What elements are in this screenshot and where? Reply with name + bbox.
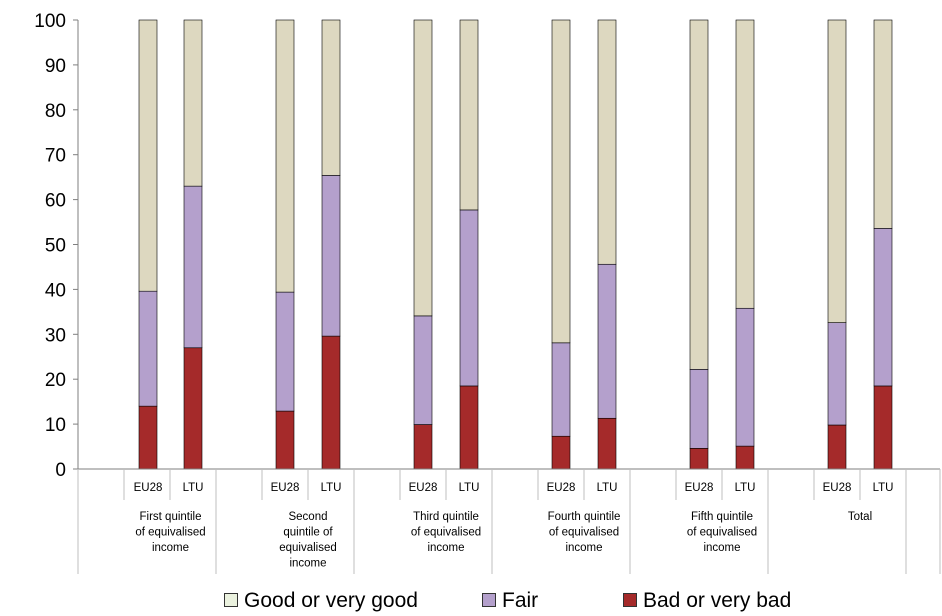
x-group-label: Third quintile — [413, 511, 479, 523]
legend-swatch-good — [224, 593, 238, 607]
bar-segment-good-or-very-good — [597, 19, 617, 265]
bar-segment-fair — [551, 342, 571, 437]
bar-segment-bad-or-very-bad — [413, 424, 433, 470]
bar-segment-good-or-very-good — [183, 19, 203, 187]
bar-segment-fair — [827, 322, 847, 426]
x-bar-label: EU28 — [685, 482, 714, 494]
x-group-label: of equivalised — [135, 527, 205, 539]
x-bar-label: LTU — [873, 482, 894, 494]
bar-segment-fair — [459, 209, 479, 387]
bar-segment-good-or-very-good — [275, 19, 295, 293]
legend-label-fair: Fair — [502, 589, 539, 612]
bar-segment-bad-or-very-bad — [551, 435, 571, 470]
legend: Good or very good Fair Bad or very bad — [0, 588, 942, 614]
bars — [138, 19, 893, 470]
y-tick-label: 50 — [45, 236, 66, 257]
legend-label-bad: Bad or very bad — [643, 589, 792, 612]
x-group-label: income — [703, 542, 740, 554]
x-group-label: Total — [848, 511, 872, 523]
bar-segment-fair — [735, 307, 755, 447]
bar-segment-good-or-very-good — [735, 19, 755, 309]
x-group-label: First quintile — [140, 511, 202, 523]
y-tick-label: 100 — [34, 11, 66, 32]
y-tick-label: 0 — [55, 460, 66, 481]
y-tick-label: 70 — [45, 146, 66, 167]
bar-segment-fair — [321, 175, 341, 337]
x-group-label: income — [289, 558, 326, 570]
bar-segment-bad-or-very-bad — [873, 385, 893, 470]
bar-segment-bad-or-very-bad — [275, 410, 295, 470]
x-group-label: equivalised — [279, 542, 337, 554]
bar-segment-good-or-very-good — [138, 19, 158, 292]
x-group-label: income — [152, 542, 189, 554]
x-bar-label: EU28 — [409, 482, 438, 494]
x-group-label: Fourth quintile — [548, 511, 621, 523]
y-tick-label: 20 — [45, 370, 66, 391]
x-bar-label: LTU — [183, 482, 204, 494]
x-group-label: quintile of — [283, 527, 333, 539]
bar-segment-bad-or-very-bad — [597, 417, 617, 470]
y-tick-label: 90 — [45, 56, 66, 77]
x-group-label: income — [565, 542, 602, 554]
bar-segment-good-or-very-good — [873, 19, 893, 229]
y-tick-label: 60 — [45, 191, 66, 212]
bar-segment-fair — [873, 228, 893, 387]
bar-segment-good-or-very-good — [551, 19, 571, 344]
x-group-label: of equivalised — [549, 527, 619, 539]
bar-segment-fair — [413, 315, 433, 425]
y-tick-label: 10 — [45, 415, 66, 436]
legend-swatch-bad — [623, 593, 637, 607]
legend-swatch-fair — [482, 593, 496, 607]
x-bar-label: EU28 — [134, 482, 163, 494]
bar-segment-good-or-very-good — [689, 19, 709, 370]
y-tick-label: 40 — [45, 280, 66, 301]
bar-segment-fair — [275, 291, 295, 412]
bar-segment-bad-or-very-bad — [735, 445, 755, 470]
x-group-label: Fifth quintile — [691, 511, 753, 523]
x-bar-label: EU28 — [823, 482, 852, 494]
bar-segment-bad-or-very-bad — [183, 347, 203, 470]
bar-segment-bad-or-very-bad — [459, 385, 479, 470]
x-group-label: income — [427, 542, 464, 554]
y-axis: 0 10 20 30 40 50 60 70 80 90 100 — [34, 11, 79, 481]
bar-segment-good-or-very-good — [459, 19, 479, 211]
x-group-label: of equivalised — [687, 527, 757, 539]
bar-segment-fair — [689, 369, 709, 449]
bar-segment-bad-or-very-bad — [321, 335, 341, 470]
x-bar-label: LTU — [735, 482, 756, 494]
bar-segment-fair — [597, 263, 617, 419]
y-tick-label: 80 — [45, 101, 66, 122]
bar-segment-fair — [183, 185, 203, 349]
bar-segment-good-or-very-good — [413, 19, 433, 317]
x-axis: EU28 LTU EU28 LTU EU28 LTU EU28 LTU EU28 LTU EU28 L… — [77, 468, 941, 574]
bar-segment-fair — [138, 290, 158, 407]
x-bar-label: LTU — [459, 482, 480, 494]
legend-label-good: Good or very good — [244, 589, 418, 612]
x-bar-label: LTU — [321, 482, 342, 494]
bar-segment-good-or-very-good — [321, 19, 341, 176]
bar-segment-good-or-very-good — [827, 19, 847, 323]
x-group-label: of equivalised — [411, 527, 481, 539]
y-tick-label: 30 — [45, 325, 66, 346]
x-bar-label: EU28 — [271, 482, 300, 494]
bar-segment-bad-or-very-bad — [827, 424, 847, 470]
x-bar-label: LTU — [597, 482, 618, 494]
x-bar-label: EU28 — [547, 482, 576, 494]
bar-segment-bad-or-very-bad — [138, 405, 158, 470]
x-group-label: Second — [288, 511, 327, 523]
bar-segment-bad-or-very-bad — [689, 448, 709, 470]
